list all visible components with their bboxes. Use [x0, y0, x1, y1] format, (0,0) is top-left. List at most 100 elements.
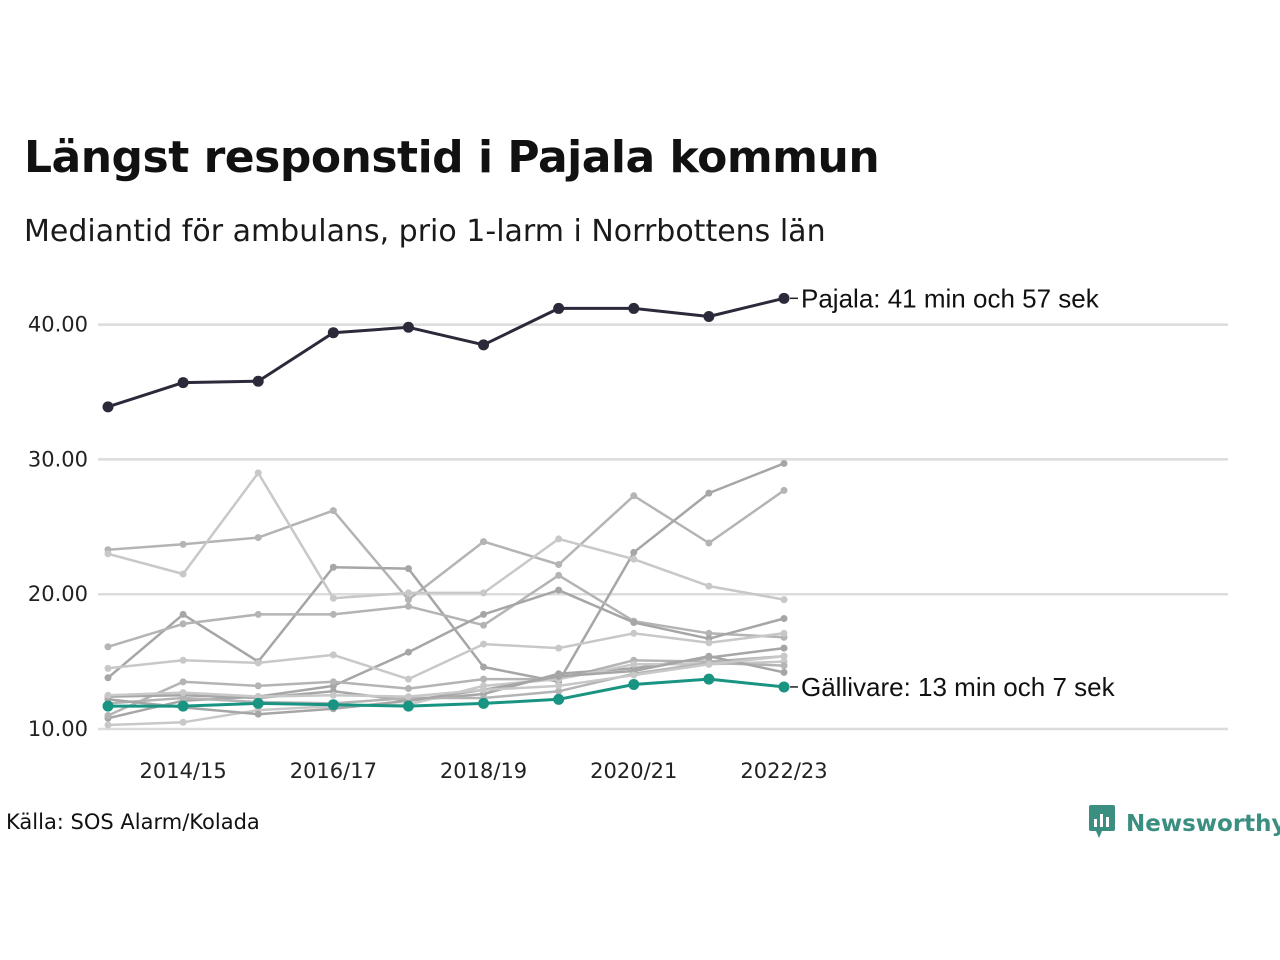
series-line	[104, 652, 788, 701]
series-annotations: Pajala: 41 min och 57 sek Gällivare: 13 m…	[790, 283, 1116, 702]
x-tick-label: 2022/23	[740, 759, 827, 783]
data-point	[254, 534, 262, 542]
data-point	[179, 620, 187, 628]
data-point	[404, 596, 412, 604]
series-path	[107, 654, 785, 698]
brand-logo: Newsworthy	[1088, 804, 1280, 844]
y-tick-label: 10.00	[28, 717, 88, 741]
data-point	[630, 548, 638, 556]
x-tick-label: 2014/15	[139, 759, 226, 783]
data-point	[705, 660, 713, 668]
series-line	[104, 486, 788, 604]
data-point	[404, 589, 412, 597]
data-point	[104, 674, 112, 682]
series-path	[107, 296, 785, 409]
series-path	[107, 471, 785, 601]
data-point	[705, 489, 713, 497]
data-point	[480, 640, 488, 648]
series-path	[107, 661, 785, 705]
series-line	[104, 629, 788, 683]
data-point	[104, 691, 112, 699]
data-point	[254, 710, 262, 718]
y-tick-label: 20.00	[28, 582, 88, 606]
data-point	[254, 610, 262, 618]
data-point	[480, 538, 488, 546]
series-annotation-label: Gällivare: 13 min och 7 sek	[801, 672, 1116, 702]
data-point	[555, 586, 563, 594]
data-point	[480, 686, 488, 694]
data-point	[104, 712, 112, 720]
series-line	[104, 469, 788, 604]
data-point	[630, 492, 638, 500]
data-point	[630, 555, 638, 563]
data-point	[555, 561, 563, 569]
data-point	[555, 672, 563, 680]
data-point	[555, 571, 563, 579]
data-point	[254, 659, 262, 667]
data-point	[327, 699, 339, 711]
source-note: Källa: SOS Alarm/Kolada	[6, 810, 260, 834]
data-point	[480, 589, 488, 597]
data-point	[404, 565, 412, 573]
x-tick-label: 2016/17	[290, 759, 377, 783]
data-point	[104, 664, 112, 672]
data-point	[480, 621, 488, 629]
y-tick-label: 40.00	[28, 313, 88, 337]
data-point	[555, 687, 563, 695]
newsworthy-logo-icon	[1088, 804, 1116, 844]
data-point	[404, 675, 412, 683]
data-point	[102, 700, 114, 712]
data-point	[179, 656, 187, 664]
series-path	[107, 574, 785, 648]
background-series	[104, 459, 788, 729]
series-path	[108, 677, 785, 708]
series-line	[104, 459, 788, 686]
data-point	[179, 678, 187, 686]
data-point	[329, 678, 337, 686]
data-point	[628, 302, 640, 314]
data-point	[329, 610, 337, 618]
data-point	[630, 671, 638, 679]
data-point	[778, 681, 790, 693]
data-point	[480, 675, 488, 683]
data-point	[177, 377, 189, 389]
data-point	[480, 610, 488, 618]
data-point	[780, 644, 788, 652]
data-point	[555, 535, 563, 543]
chart-subtitle: Mediantid för ambulans, prio 1-larm i No…	[24, 214, 826, 249]
data-point	[104, 643, 112, 651]
y-tick-label: 30.00	[28, 447, 88, 471]
data-point	[780, 459, 788, 467]
data-point	[329, 594, 337, 602]
data-point	[780, 596, 788, 604]
series-path	[107, 654, 785, 717]
data-point	[630, 619, 638, 627]
data-point	[104, 550, 112, 558]
data-point	[780, 662, 788, 670]
y-axis-tick-labels: 10.00 20.00 30.00 40.00	[28, 313, 88, 741]
data-point	[104, 721, 112, 729]
data-point	[404, 685, 412, 693]
data-point	[404, 602, 412, 610]
data-point	[402, 700, 414, 712]
data-point	[555, 682, 563, 690]
data-point	[179, 689, 187, 697]
series-line	[104, 586, 788, 722]
data-point	[179, 718, 187, 726]
series-annotation-label: Pajala: 41 min och 57 sek	[801, 283, 1100, 313]
data-point	[780, 668, 788, 676]
data-point	[329, 691, 337, 699]
data-point	[780, 486, 788, 494]
data-point	[703, 673, 715, 685]
series-path	[107, 462, 785, 684]
data-point	[102, 401, 114, 413]
data-point	[628, 679, 640, 691]
chart-title: Längst responstid i Pajala kommun	[24, 132, 880, 183]
data-point	[252, 697, 264, 709]
data-point	[478, 697, 490, 709]
series-path	[107, 632, 785, 681]
data-point	[778, 292, 790, 304]
data-point	[780, 652, 788, 660]
data-point	[705, 629, 713, 637]
